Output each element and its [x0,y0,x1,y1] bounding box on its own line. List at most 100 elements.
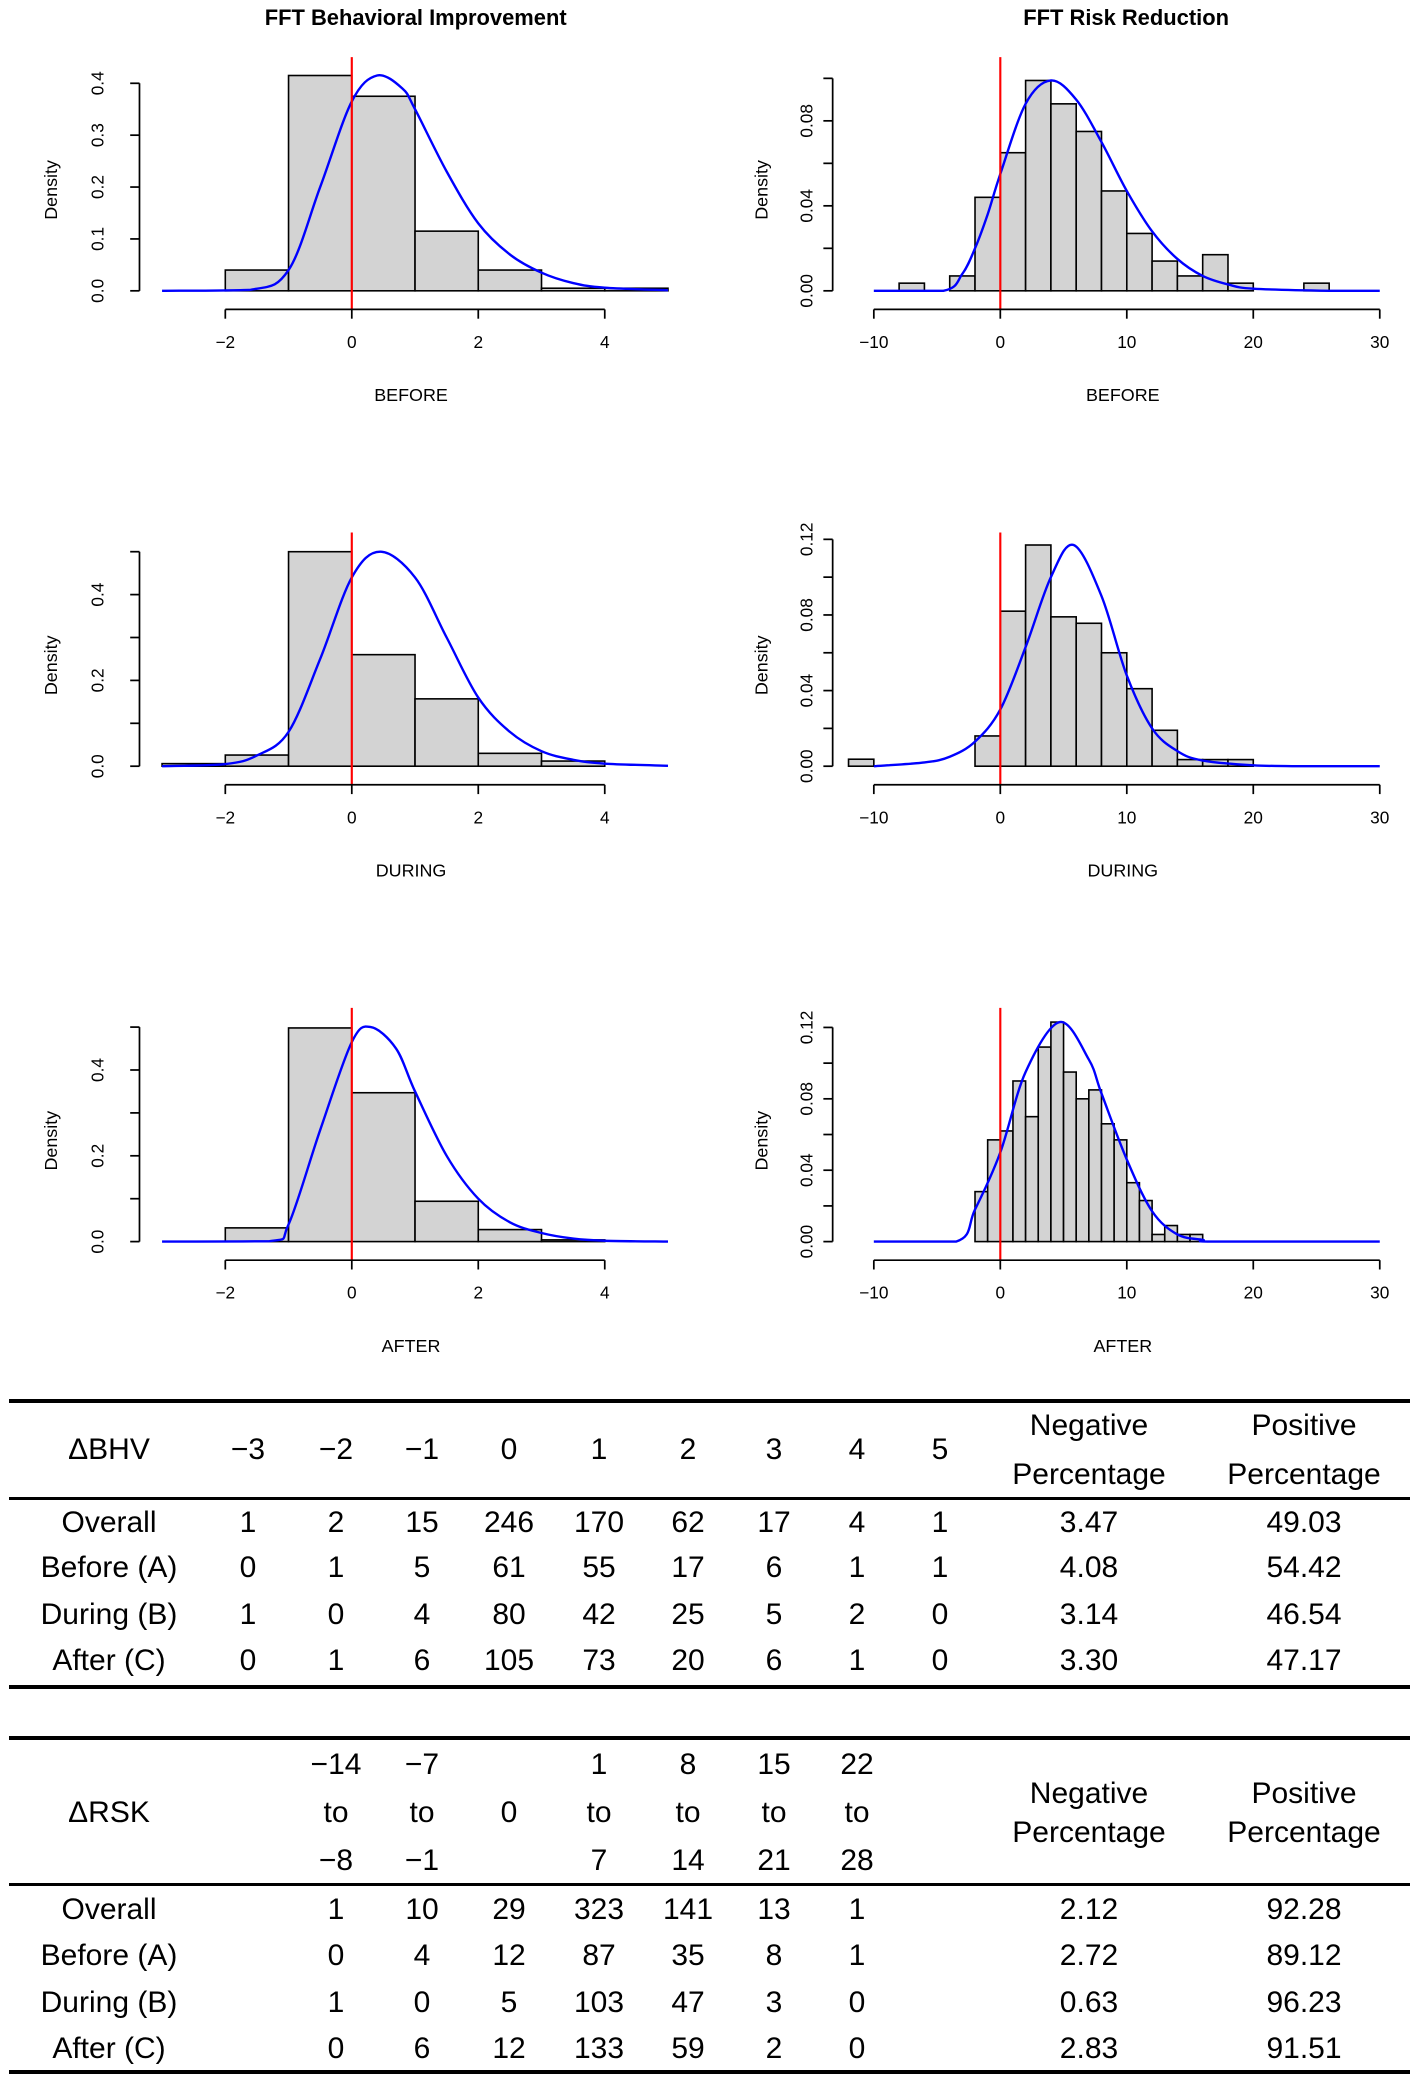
table-cell: 5 [765,1598,783,1631]
column-header: 8 [679,1748,697,1781]
histogram-bar [1176,275,1204,292]
x-tick-label: 4 [600,332,610,352]
histogram-panel: 0.0 0.2 0.4 −2 0 2 4 DURING Density [41,532,669,880]
histogram-bar [1088,1089,1103,1243]
table-cell: 323 [573,1893,625,1926]
x-tick-label: 10 [1117,807,1136,827]
table-cell: 1 [848,1644,866,1677]
histogram-bar [1062,1071,1077,1243]
column-header: to [675,1796,701,1829]
table-cell: 55 [582,1551,616,1584]
histogram-bar [414,230,480,292]
table-cell: 2 [848,1598,866,1631]
column-header: Negative [1029,1776,1149,1810]
table-cell: 133 [573,2032,625,2065]
y-tick-label: 0.12 [797,523,817,557]
table-cell: 0 [931,1598,949,1631]
column-header: −2 [318,1433,354,1466]
x-tick-label: −2 [215,1283,235,1303]
x-tick-label: 0 [996,332,1006,352]
y-tick-label: 0.2 [88,1144,108,1168]
y-tick-label: 0.2 [88,175,108,199]
x-axis-label: BEFORE [1086,385,1160,405]
histogram-panel: 0.0 0.1 0.2 0.3 0.4 −2 0 2 4 BEFORE Density [41,57,669,405]
table-cell: 17 [757,1506,791,1539]
histogram-bar [847,758,875,768]
histogram-bar [477,752,543,768]
x-tick-label: 4 [600,1283,610,1303]
x-tick-label: 0 [996,807,1006,827]
table-cell: 47 [671,1986,705,2019]
histogram-bar [1050,103,1077,292]
table-cell: 170 [573,1506,625,1539]
x-tick-label: 30 [1370,1283,1389,1303]
table-rule [9,1685,1410,1689]
histogram-bar [1075,622,1103,768]
column-header: 7 [590,1844,608,1877]
table-cell: 3.14 [1059,1598,1119,1631]
column-title-risk: FFT Risk Reduction [1023,5,1229,30]
density-curve [162,74,669,293]
table-cell: 2 [327,1506,345,1539]
table-cell: 0 [848,1986,866,2019]
table-cell: 246 [483,1506,535,1539]
table-cell: 0 [931,1644,949,1677]
table-cell: 1 [931,1506,949,1539]
y-tick-label: 0.4 [88,582,108,606]
density-curve [873,1020,1380,1243]
y-tick-label: 0.00 [797,274,817,308]
column-header: to [409,1796,435,1829]
row-label: Overall [61,1506,157,1539]
row-label: Before (A) [40,1551,178,1584]
table-cell: 92.28 [1266,1893,1342,1926]
table-cell: 25 [671,1598,705,1631]
column-header: ΔBHV [68,1433,150,1466]
table-cell: 0 [239,1551,257,1584]
table-cell: 96.23 [1266,1986,1342,2019]
x-tick-label: 30 [1370,332,1389,352]
row-label: During (B) [40,1598,178,1631]
table-cell: 91.51 [1266,2032,1342,2065]
y-tick-label: 0.0 [88,279,108,303]
histogram-bar [414,698,480,768]
histogram-panel: 0.0 0.2 0.4 −2 0 2 4 AFTER Density [41,1007,669,1356]
column-header: Percentage [1227,1815,1381,1849]
row-label: Before (A) [40,1939,178,1972]
histogram-bar [1125,687,1153,768]
histogram-bar [1100,190,1128,292]
histogram-bar [350,653,416,768]
histogram-bar [1050,1021,1065,1243]
table-cell: 8 [765,1939,783,1972]
y-axis-label: Density [752,1111,772,1171]
y-tick-label: 0.04 [797,673,817,707]
column-header: to [586,1796,612,1829]
row-label: After (C) [52,1644,166,1677]
histogram-grid: FFT Behavioral Improvement FFT Risk Redu… [41,5,1389,1356]
table-cell: 6 [413,1644,431,1677]
histogram-bar [287,1027,353,1243]
histogram-bar [1075,130,1103,292]
column-header: −3 [230,1433,266,1466]
column-header: −1 [404,1433,440,1466]
y-tick-label: 0.3 [88,123,108,147]
column-header: to [323,1796,349,1829]
column-header: −8 [318,1844,354,1877]
table-cell: 3.47 [1059,1506,1119,1539]
table-cell: 105 [483,1644,535,1677]
table-cell: 20 [671,1644,705,1677]
histogram-bar [477,269,543,292]
histogram-bar [1151,1233,1166,1243]
table-cell: 1 [848,1551,866,1584]
x-tick-label: −10 [859,332,888,352]
histogram-bar [1201,253,1229,292]
histogram-panel: 0.00 0.04 0.08 0.12 −10 0 10 20 30 AFTER Density [752,1007,1389,1356]
x-tick-label: 0 [347,1283,357,1303]
table-cell: 3.30 [1059,1644,1119,1677]
y-axis-label: Density [41,1111,61,1171]
table-cell: 13 [757,1893,791,1926]
table-cell: 3 [765,1986,783,2019]
x-tick-label: −10 [859,807,888,827]
table-cell: 62 [671,1506,705,1539]
y-tick-label: 0.0 [88,754,108,778]
table-cell: 1 [327,1893,345,1926]
